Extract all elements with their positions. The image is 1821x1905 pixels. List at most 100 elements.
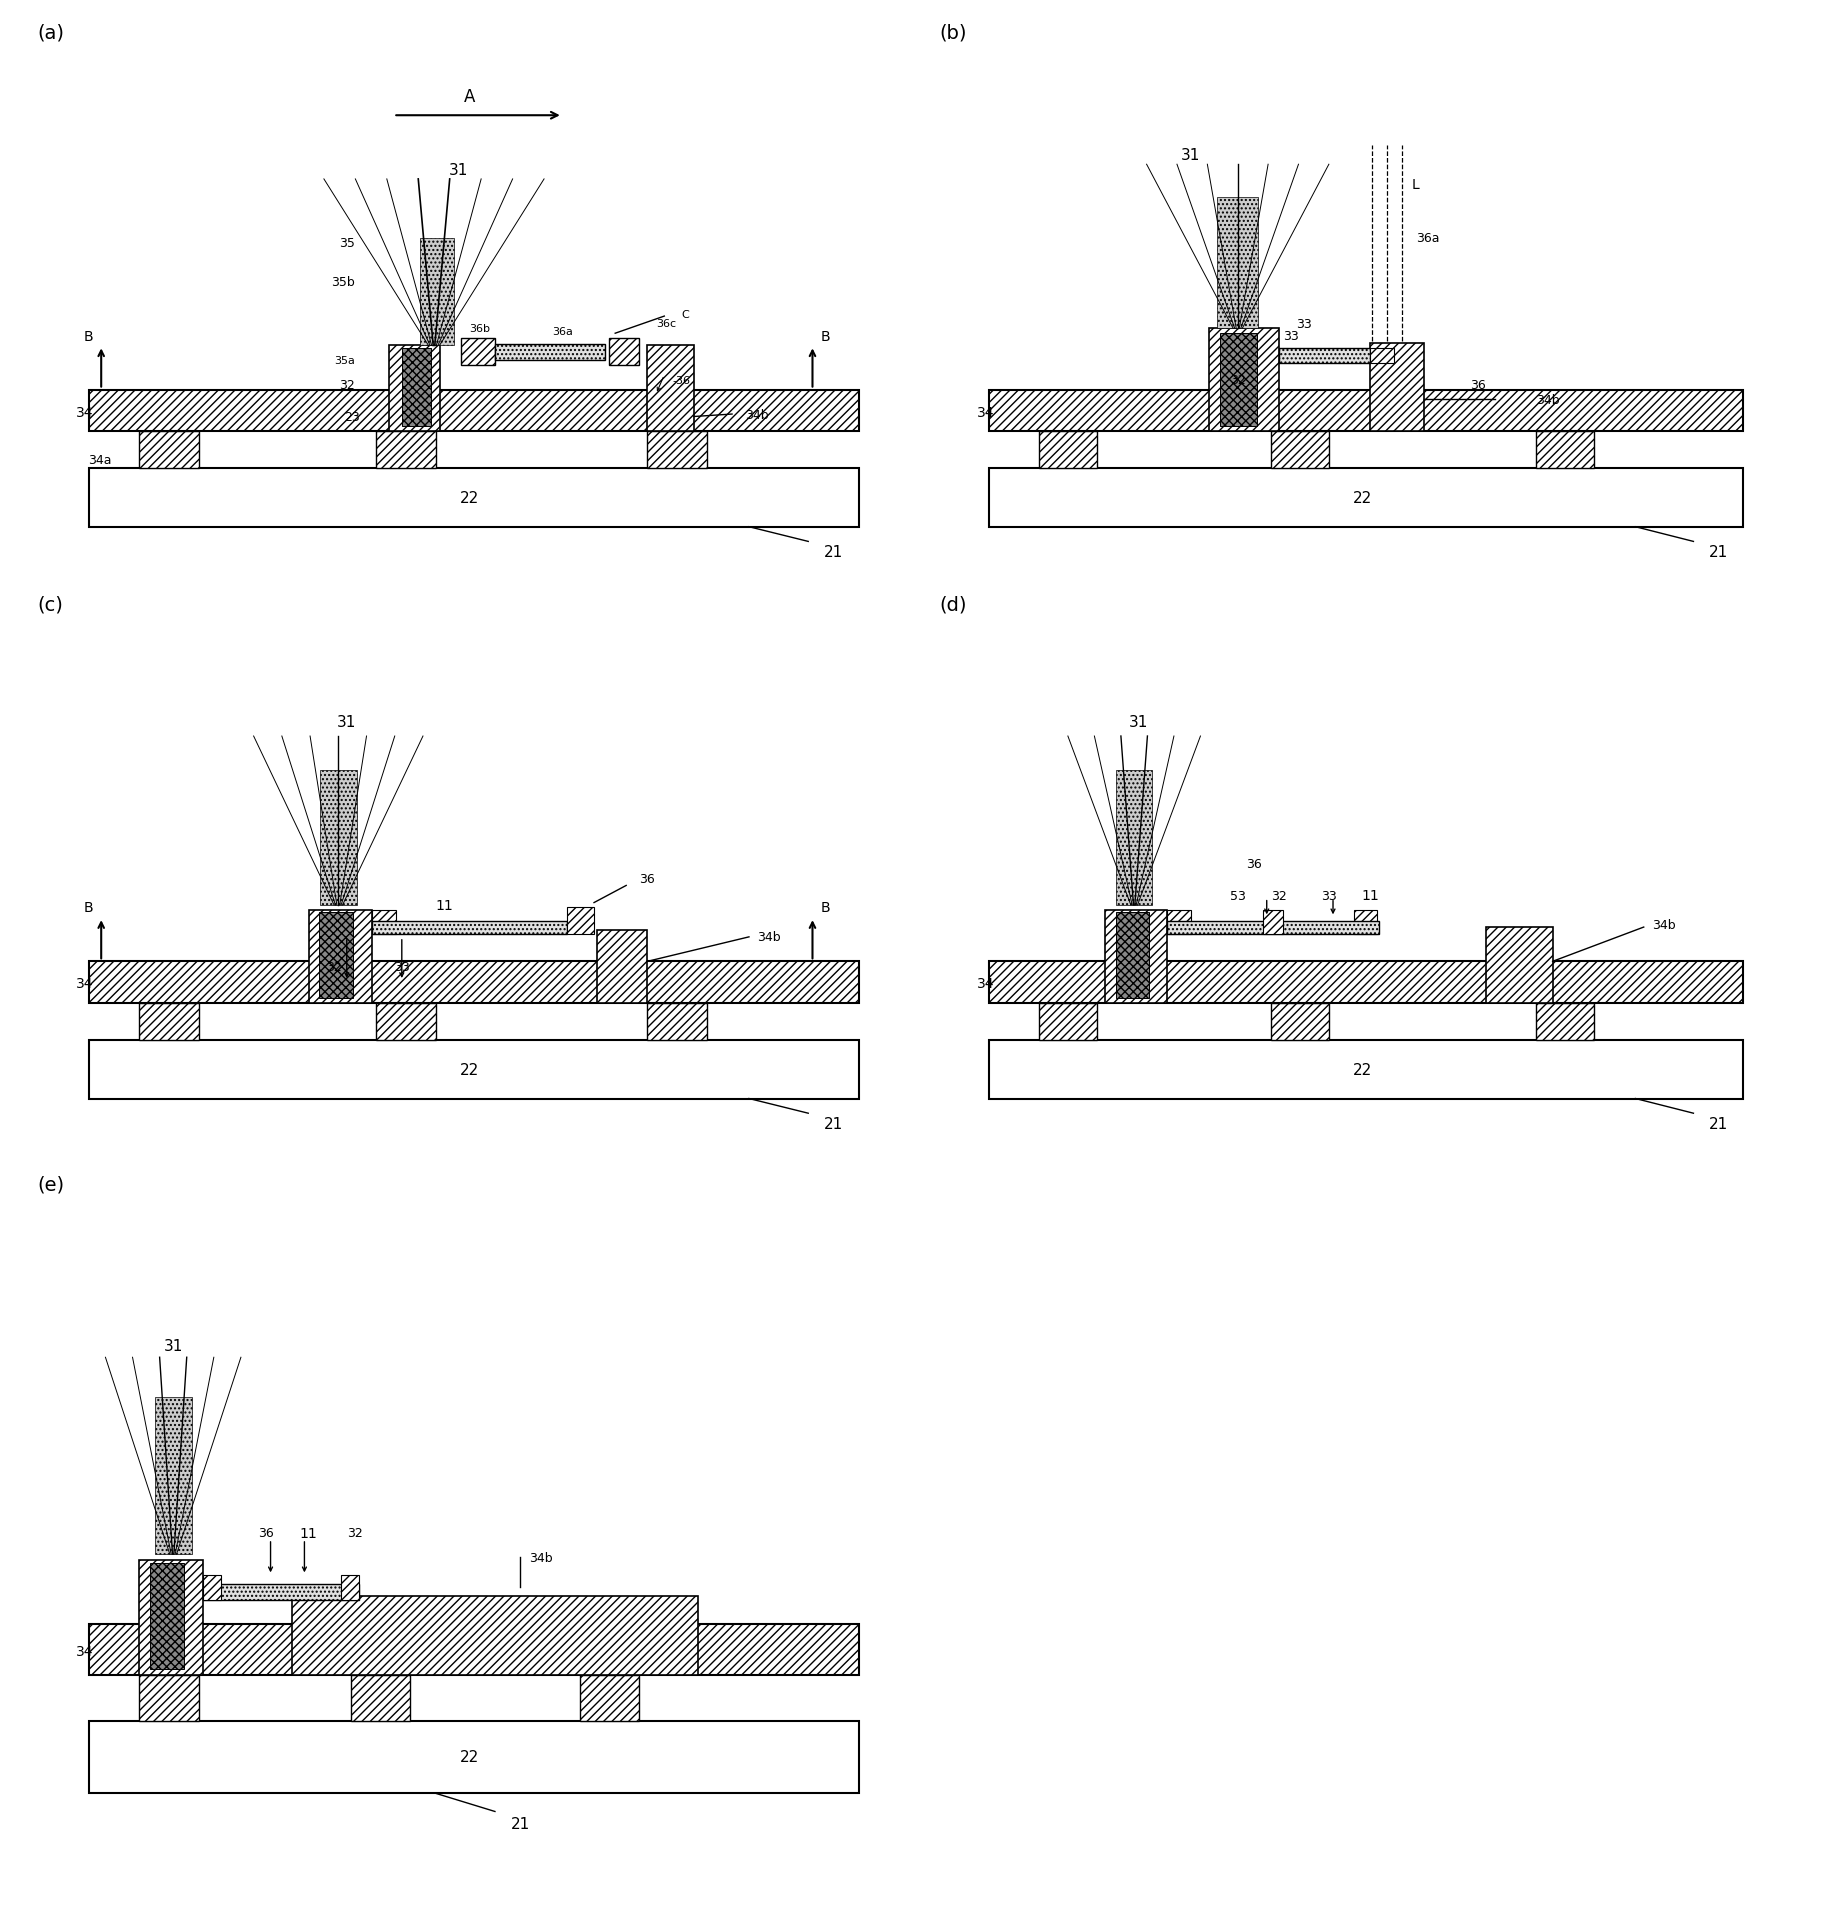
Text: (e): (e): [38, 1175, 66, 1194]
Bar: [1116, 912, 1149, 998]
Text: 32: 32: [1229, 373, 1246, 387]
Bar: [320, 770, 357, 905]
Text: 36a: 36a: [552, 326, 574, 337]
Bar: [648, 1004, 707, 1040]
Text: C: C: [681, 309, 688, 320]
Text: B: B: [84, 330, 93, 343]
Bar: [1209, 330, 1278, 432]
Text: 36: 36: [259, 1526, 275, 1539]
Bar: [308, 911, 371, 1004]
Text: 36: 36: [1246, 857, 1262, 871]
Text: B: B: [84, 901, 93, 914]
Bar: [1371, 349, 1393, 364]
Bar: [989, 1040, 1743, 1099]
Text: 22: 22: [461, 491, 479, 505]
Bar: [89, 962, 860, 1004]
Bar: [1537, 1004, 1593, 1040]
Text: 21: 21: [825, 1116, 843, 1132]
Text: 21: 21: [1708, 1116, 1728, 1132]
Bar: [390, 347, 441, 432]
Bar: [1486, 928, 1553, 1004]
Bar: [566, 909, 594, 935]
Bar: [138, 432, 198, 469]
Text: 31: 31: [1182, 149, 1200, 162]
Text: 34a: 34a: [89, 453, 113, 467]
Text: (a): (a): [38, 23, 66, 42]
Text: 21: 21: [1708, 545, 1728, 560]
Text: 35a: 35a: [335, 356, 355, 366]
Bar: [610, 339, 639, 366]
Bar: [1278, 349, 1371, 364]
Bar: [421, 238, 453, 347]
Text: 36: 36: [1470, 379, 1486, 392]
Bar: [1167, 911, 1191, 935]
Text: 22: 22: [461, 1749, 479, 1764]
Bar: [319, 912, 353, 998]
Text: 21: 21: [825, 545, 843, 560]
Bar: [1220, 333, 1256, 427]
Bar: [202, 1585, 359, 1600]
Bar: [341, 1575, 359, 1600]
Text: (d): (d): [940, 594, 967, 613]
Text: 11: 11: [1362, 890, 1378, 903]
Text: 36c: 36c: [656, 320, 676, 330]
Bar: [1116, 770, 1153, 905]
Text: 36a: 36a: [1417, 232, 1439, 246]
Bar: [202, 1575, 222, 1600]
Bar: [371, 911, 395, 935]
Bar: [1038, 1004, 1096, 1040]
Bar: [138, 1560, 202, 1674]
Text: 33: 33: [393, 960, 410, 973]
Bar: [1262, 911, 1284, 935]
Text: 34b: 34b: [528, 1551, 552, 1564]
Text: 22: 22: [1353, 1063, 1371, 1076]
Bar: [1537, 432, 1593, 469]
Text: 31: 31: [1129, 714, 1147, 730]
Text: 34: 34: [76, 1644, 93, 1657]
Bar: [138, 1004, 198, 1040]
Bar: [377, 1004, 435, 1040]
Text: 21: 21: [510, 1815, 530, 1831]
Text: 34b: 34b: [1537, 394, 1559, 406]
Text: B: B: [821, 901, 830, 914]
Text: 34: 34: [76, 406, 93, 419]
Text: 35b: 35b: [331, 276, 355, 290]
Text: 35: 35: [339, 236, 355, 250]
Text: 23: 23: [344, 411, 359, 423]
Text: A: A: [464, 88, 475, 105]
Bar: [495, 345, 605, 360]
Text: 34b: 34b: [745, 408, 768, 421]
Text: 32: 32: [348, 1526, 362, 1539]
Bar: [989, 962, 1743, 1004]
Bar: [1353, 911, 1377, 935]
Bar: [1038, 432, 1096, 469]
Bar: [648, 432, 707, 469]
Bar: [597, 930, 648, 1004]
Text: 32: 32: [326, 960, 342, 973]
Text: 31: 31: [337, 714, 357, 730]
Text: 36b: 36b: [470, 324, 490, 333]
Bar: [351, 1674, 410, 1720]
Bar: [89, 469, 860, 528]
Bar: [155, 1396, 191, 1554]
Bar: [89, 1040, 860, 1099]
Text: B: B: [821, 330, 830, 343]
Text: L: L: [1411, 177, 1420, 192]
Text: 33: 33: [1297, 318, 1311, 331]
Bar: [402, 349, 432, 427]
Bar: [989, 391, 1743, 432]
Text: 22: 22: [461, 1063, 479, 1076]
Text: 32: 32: [339, 379, 355, 392]
Text: 34: 34: [976, 977, 994, 991]
Bar: [1167, 922, 1378, 935]
Bar: [89, 391, 860, 432]
Bar: [1216, 198, 1258, 330]
Bar: [1371, 343, 1424, 432]
Text: 22: 22: [1353, 491, 1371, 505]
Bar: [1271, 1004, 1329, 1040]
Text: 34: 34: [976, 406, 994, 419]
Text: -36: -36: [672, 375, 690, 385]
Bar: [579, 1674, 639, 1720]
Text: 11: 11: [435, 899, 453, 912]
Bar: [989, 469, 1743, 528]
